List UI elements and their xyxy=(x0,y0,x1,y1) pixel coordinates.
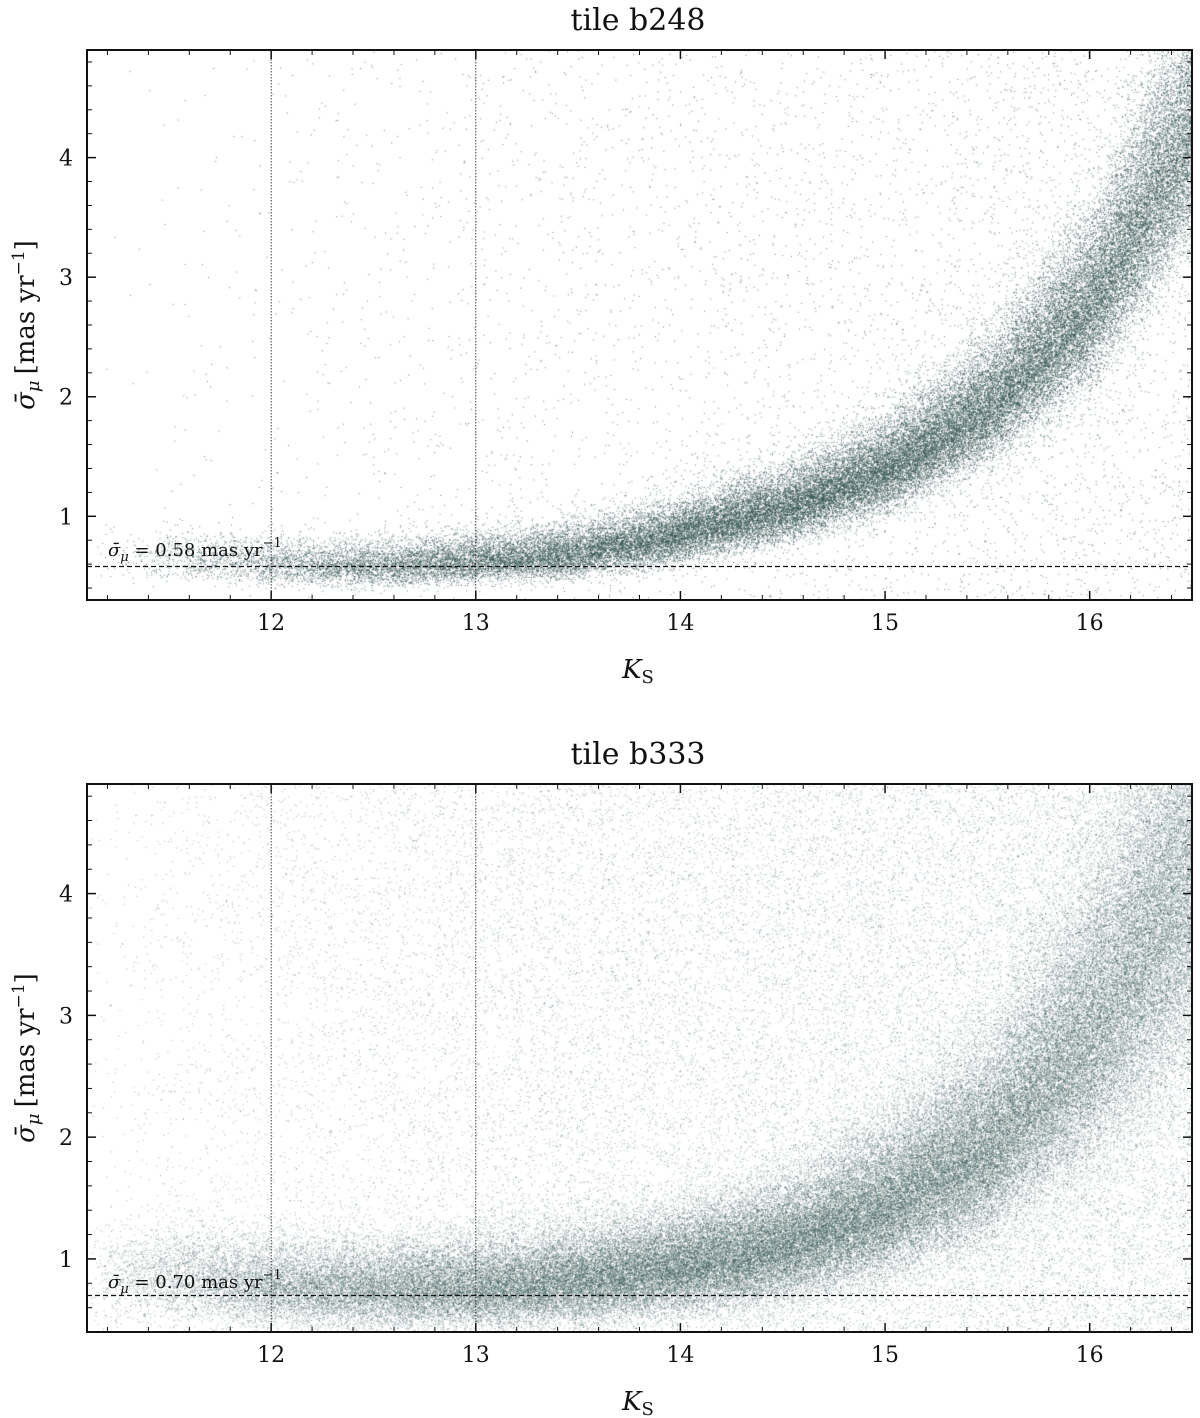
y-tick-label: 1 xyxy=(59,505,73,530)
x-axis-label: KS xyxy=(621,1387,654,1418)
x-tick-label: 16 xyxy=(1076,1343,1104,1368)
x-tick-label: 13 xyxy=(462,611,490,636)
chart-title: tile b248 xyxy=(571,3,706,38)
y-axis-label: σ̄μ[mas yr−1] xyxy=(9,240,44,410)
x-tick-label: 14 xyxy=(666,1343,694,1368)
x-tick-label: 12 xyxy=(257,611,285,636)
chart-panel-b248: tile b248 12 13 14 15 16 1 2 3 4 σ̄μ = 0.58 mas … xyxy=(0,0,1200,700)
scatter-points xyxy=(87,50,1192,600)
y-axis-label: σ̄μ[mas yr−1] xyxy=(9,973,44,1143)
y-tick-label: 2 xyxy=(59,386,73,411)
scatter-cloud xyxy=(87,784,1192,1332)
x-tick-label: 13 xyxy=(462,1343,490,1368)
scatter-points xyxy=(87,784,1192,1332)
y-tick-label: 4 xyxy=(59,147,73,172)
x-tick-label: 16 xyxy=(1076,611,1104,636)
scatter-cloud xyxy=(87,50,1192,600)
x-tick-label: 14 xyxy=(666,611,694,636)
reference-lines xyxy=(87,50,1192,600)
x-tick-label: 15 xyxy=(871,611,899,636)
y-tick-label: 1 xyxy=(59,1248,73,1273)
x-tick-label: 15 xyxy=(871,1343,899,1368)
hline-annotation: σ̄μ = 0.58 mas yr−1 xyxy=(108,536,282,565)
y-tick-label: 3 xyxy=(59,266,73,291)
hline-annotation: σ̄μ = 0.70 mas yr−1 xyxy=(108,1268,282,1297)
y-tick-label: 4 xyxy=(59,883,73,908)
y-tick-label: 3 xyxy=(59,1004,73,1029)
chart-title: tile b333 xyxy=(571,737,706,772)
chart-panel-b333: tile b333 12 13 14 15 16 1 2 3 4 σ̄μ = 0.70 mas … xyxy=(0,720,1200,1418)
x-axis-label: KS xyxy=(621,655,654,688)
y-tick-label: 2 xyxy=(59,1126,73,1151)
reference-lines xyxy=(87,784,1192,1332)
x-tick-label: 12 xyxy=(257,1343,285,1368)
